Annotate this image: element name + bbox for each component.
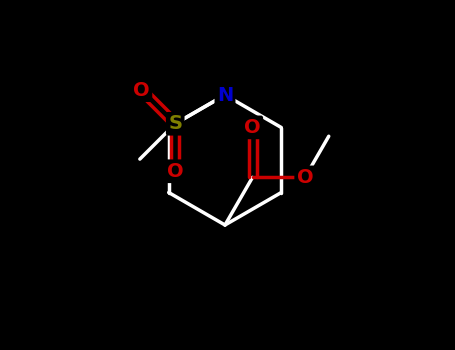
Text: O: O <box>133 80 150 100</box>
Text: O: O <box>297 168 313 187</box>
Text: S: S <box>168 114 182 133</box>
Text: O: O <box>244 118 261 137</box>
Text: O: O <box>167 162 183 181</box>
Text: N: N <box>217 85 233 105</box>
